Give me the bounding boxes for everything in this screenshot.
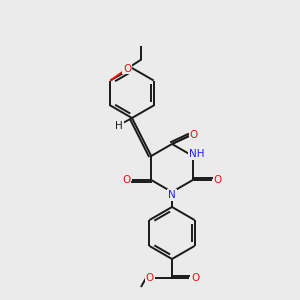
- Text: N: N: [168, 190, 176, 200]
- Text: O: O: [214, 175, 222, 185]
- Text: O: O: [190, 130, 198, 140]
- Text: H: H: [115, 121, 123, 131]
- Text: O: O: [191, 273, 199, 283]
- Text: O: O: [122, 175, 130, 185]
- Text: O: O: [123, 64, 131, 74]
- Text: O: O: [146, 273, 154, 283]
- Text: NH: NH: [189, 149, 205, 159]
